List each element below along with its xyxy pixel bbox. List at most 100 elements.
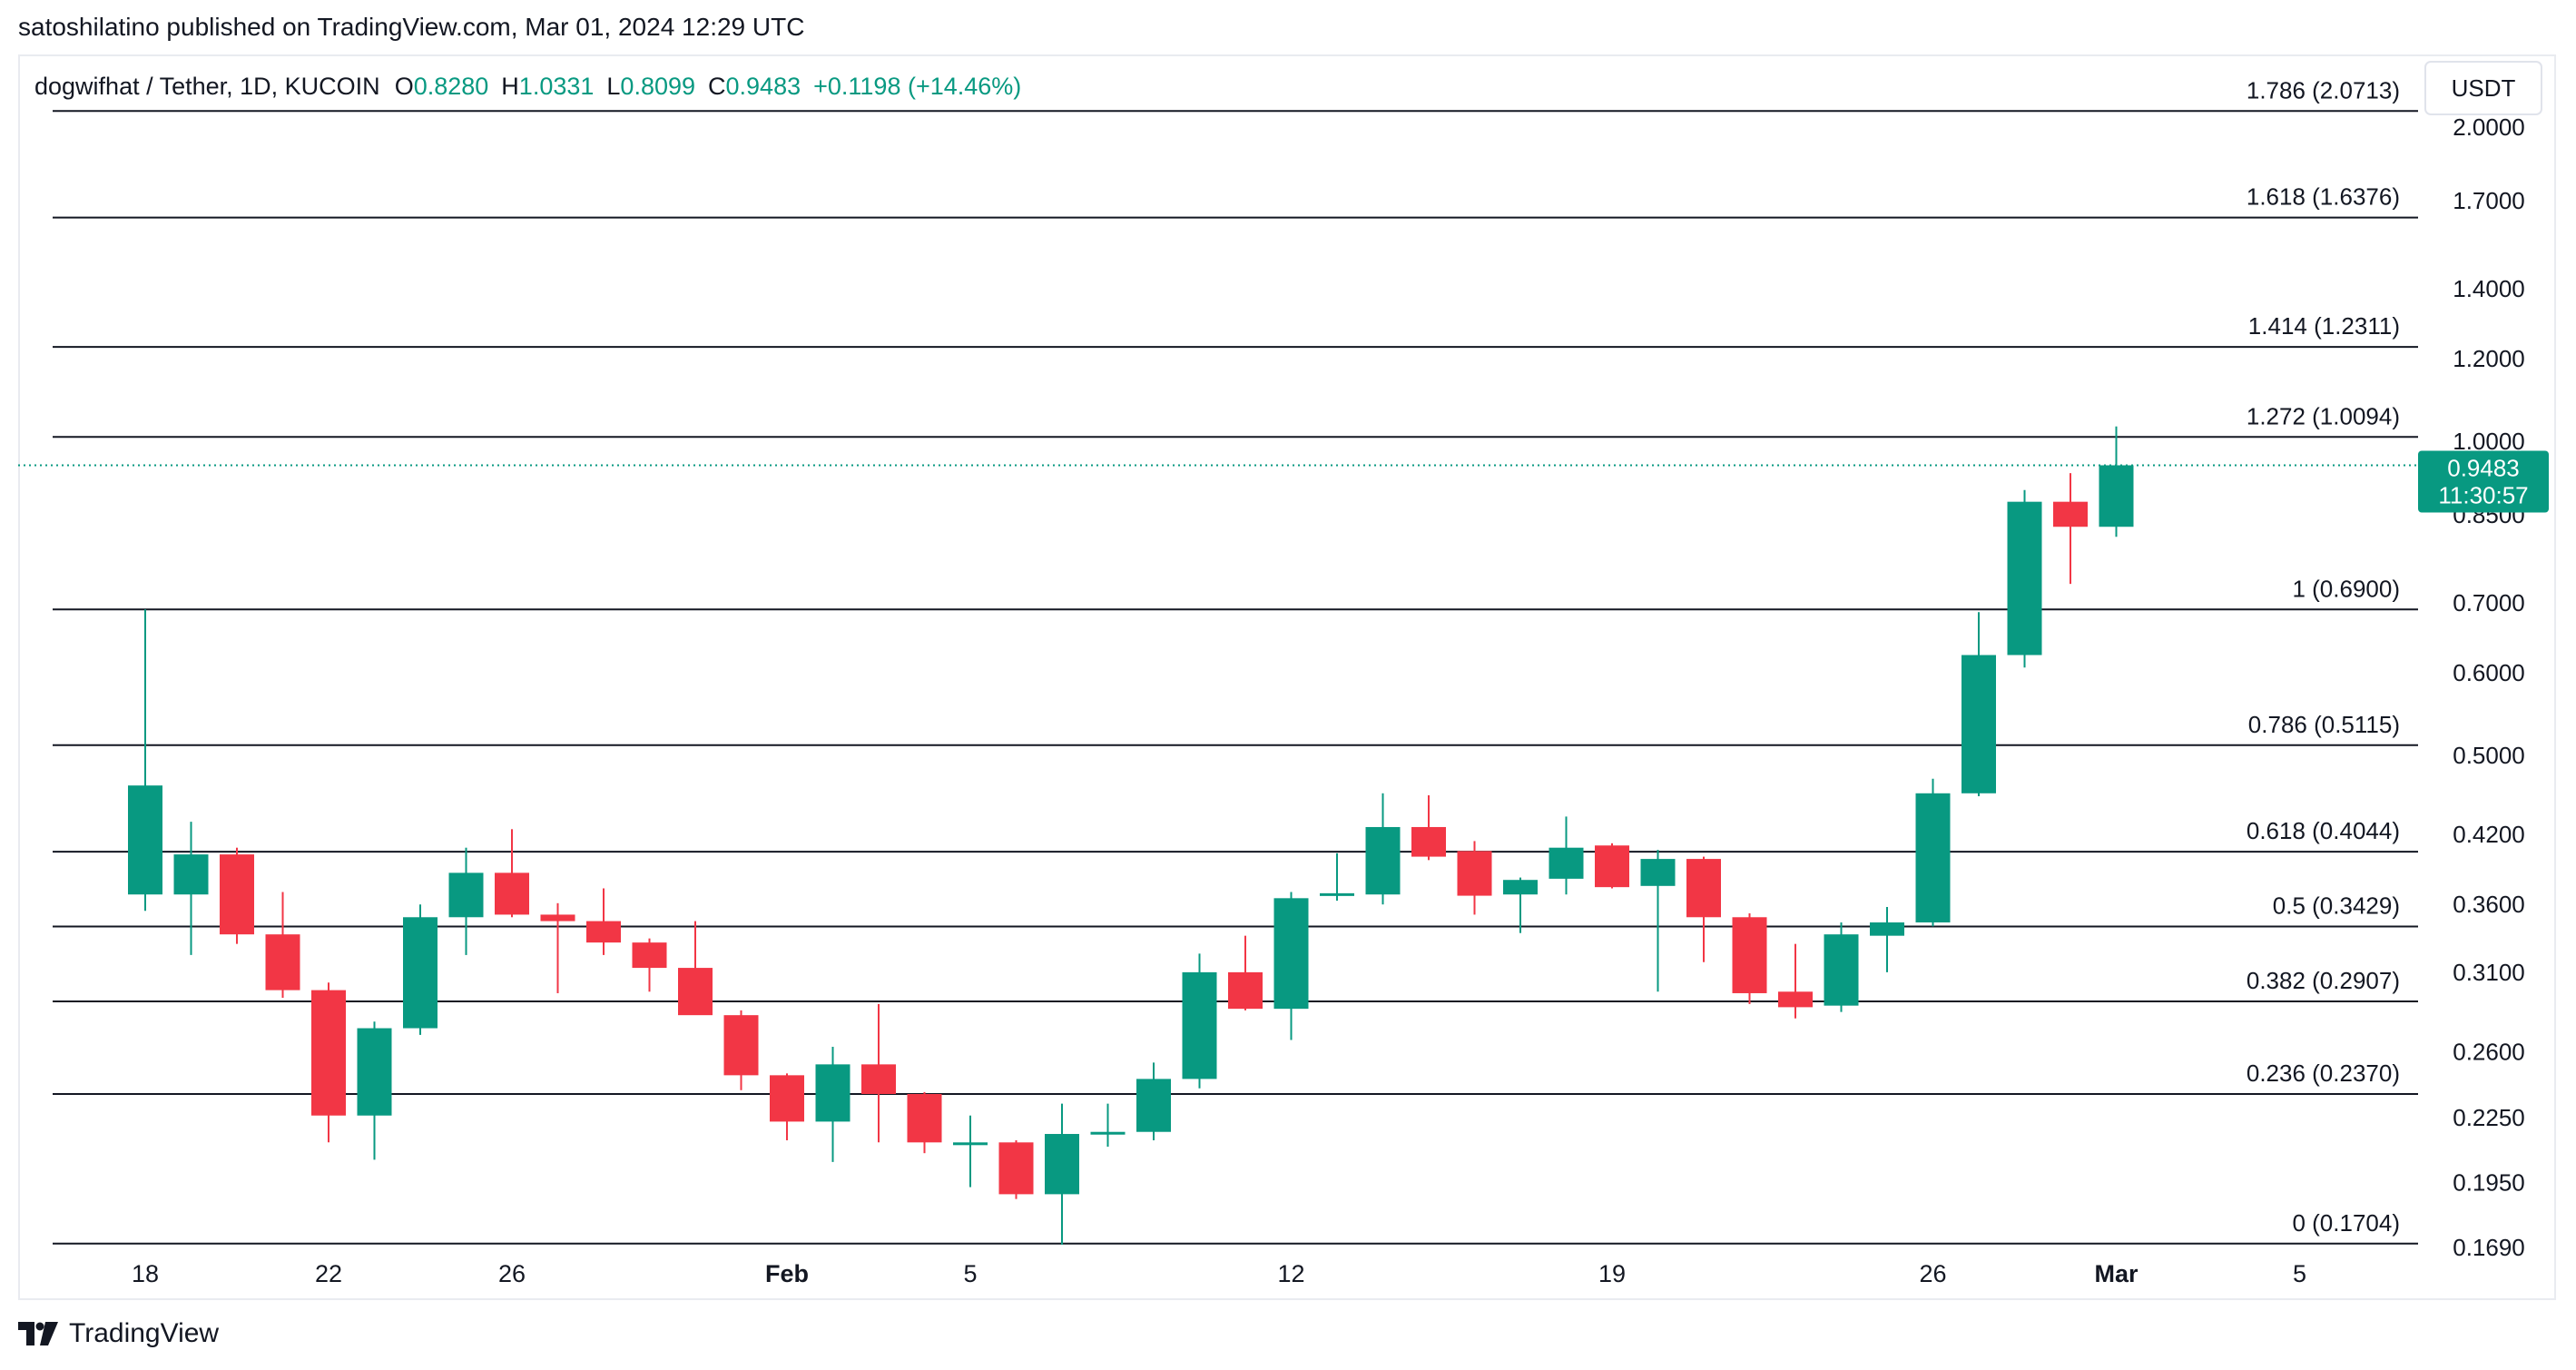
- candle-body: [1090, 1131, 1126, 1135]
- candle-body: [1411, 826, 1446, 857]
- candle-body: [311, 990, 346, 1116]
- candle: [723, 1010, 759, 1090]
- high-label: H: [501, 73, 519, 100]
- fib-label: 0.786 (0.5115): [2248, 711, 2400, 738]
- low-label: L: [606, 73, 620, 100]
- candle-body: [1457, 851, 1492, 896]
- y-tick-label: 0.4200: [2453, 821, 2525, 848]
- candle: [998, 1139, 1034, 1199]
- candle-body: [1320, 892, 1354, 896]
- fib-label: 0.382 (0.2907): [2247, 967, 2400, 994]
- candle-body: [2053, 501, 2088, 527]
- candle: [1961, 612, 1996, 797]
- x-tick-label: Mar: [2094, 1260, 2138, 1287]
- candle-body: [173, 854, 209, 895]
- open-value: 0.8280: [414, 73, 489, 100]
- fib-label: 1.786 (2.0713): [2247, 76, 2400, 103]
- candle: [1732, 913, 1767, 1004]
- candle: [128, 609, 162, 912]
- candle: [540, 902, 575, 993]
- y-tick-label: 0.6000: [2453, 659, 2525, 686]
- candle-body: [128, 785, 162, 895]
- candle: [1915, 778, 1951, 927]
- candle-body: [861, 1064, 896, 1094]
- y-tick-label: 1.7000: [2453, 187, 2525, 214]
- candle: [1320, 853, 1354, 902]
- y-tick-label: 0.5000: [2453, 742, 2525, 769]
- x-tick-label: 18: [132, 1260, 159, 1287]
- y-tick-label: 1.0000: [2453, 428, 2525, 455]
- candle: [861, 1003, 896, 1143]
- candle-body: [632, 942, 667, 969]
- currency-label[interactable]: USDT: [2452, 74, 2516, 102]
- tradingview-logo-icon: [18, 1322, 58, 1345]
- candle: [173, 822, 209, 955]
- candle: [311, 982, 346, 1143]
- x-axis[interactable]: 18 22 26 Feb 5 12 19 26 Mar 5: [132, 1260, 2306, 1287]
- candle-body: [953, 1142, 988, 1146]
- open-label: O: [395, 73, 414, 100]
- high-value: 1.0331: [519, 73, 595, 100]
- x-tick-label: 12: [1277, 1260, 1304, 1287]
- currency-button[interactable]: USDT: [2424, 61, 2542, 115]
- candle-body: [1595, 845, 1629, 888]
- candle-body: [678, 968, 713, 1016]
- y-tick-label: 0.7000: [2453, 589, 2525, 616]
- candle: [2099, 426, 2134, 537]
- candle-body: [1182, 971, 1217, 1079]
- chart-frame: [18, 54, 2556, 1300]
- candle-body: [265, 934, 300, 991]
- x-tick-label: 5: [963, 1260, 977, 1287]
- candle-body: [1228, 971, 1263, 1010]
- candle-body: [2007, 501, 2042, 655]
- candle-body: [1870, 922, 1904, 936]
- candle-body: [403, 917, 438, 1029]
- candle-body: [1961, 655, 1996, 793]
- candle: [907, 1091, 942, 1154]
- candle: [1182, 953, 1217, 1089]
- candle: [1686, 856, 1721, 962]
- change-value: +0.1198 (+14.46%): [813, 73, 1021, 100]
- y-axis[interactable]: 2.00001.70001.40001.20001.00000.85000.70…: [2453, 113, 2525, 1261]
- candle-body: [1640, 859, 1676, 886]
- publisher-line: satoshilatino published on TradingView.c…: [18, 13, 805, 41]
- ohlc-legend: O0.8280 H1.0331 L0.8099 C0.9483 +0.1198 (+14…: [395, 73, 1022, 100]
- x-tick-label: 5: [2293, 1260, 2306, 1287]
- candle: [1870, 906, 1904, 972]
- y-tick-label: 0.1690: [2453, 1234, 2525, 1261]
- fib-label: 0.236 (0.2370): [2247, 1060, 2400, 1087]
- close-label: C: [708, 73, 726, 100]
- candle-body: [1732, 917, 1767, 993]
- candle: [1595, 843, 1629, 889]
- candle-body: [1136, 1079, 1171, 1132]
- candle: [632, 938, 667, 992]
- candle: [953, 1115, 988, 1188]
- candle: [1136, 1062, 1171, 1140]
- fib-levels: 1.786 (2.0713) 1.618 (1.6376) 1.414 (1.231…: [53, 76, 2418, 1245]
- y-tick-label: 1.2000: [2453, 345, 2525, 372]
- candle: [220, 847, 254, 944]
- fib-label: 0.5 (0.3429): [2273, 892, 2400, 920]
- footer-brand-label: TradingView: [69, 1318, 220, 1348]
- candle: [1365, 793, 1401, 905]
- candle-body: [448, 872, 484, 918]
- x-tick-label: 26: [1919, 1260, 1946, 1287]
- candle-body: [1273, 898, 1309, 1010]
- candle-body: [540, 914, 575, 922]
- candle: [1640, 850, 1676, 992]
- low-value: 0.8099: [620, 73, 695, 100]
- candle-body: [495, 872, 529, 915]
- x-tick-label: 22: [315, 1260, 342, 1287]
- y-tick-label: 1.4000: [2453, 275, 2525, 302]
- chart-header: dogwifhat / Tether, 1D, KUCOIN O0.8280 H1…: [34, 73, 1021, 100]
- candle: [1457, 841, 1492, 915]
- candle-body: [1045, 1134, 1079, 1195]
- fib-label: 0.618 (0.4044): [2247, 817, 2400, 844]
- candle: [1549, 816, 1584, 895]
- candle-body: [2099, 465, 2134, 527]
- footer-brand[interactable]: TradingView: [18, 1318, 219, 1349]
- y-tick-label: 2.0000: [2453, 113, 2525, 141]
- candle-body: [1365, 826, 1401, 895]
- candle: [1824, 922, 1859, 1012]
